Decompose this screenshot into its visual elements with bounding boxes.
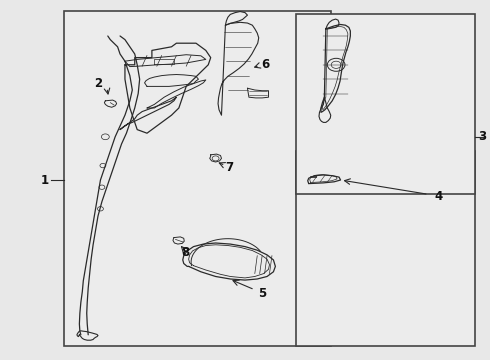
Text: 8: 8 <box>181 246 189 258</box>
Bar <box>296 151 475 346</box>
Text: 3: 3 <box>479 130 487 143</box>
Text: 6: 6 <box>262 58 270 71</box>
Text: 1: 1 <box>41 174 49 186</box>
Text: 7: 7 <box>225 161 233 174</box>
Text: 4: 4 <box>435 190 442 203</box>
Bar <box>64 11 331 346</box>
Text: 5: 5 <box>258 287 266 300</box>
Text: 2: 2 <box>94 77 102 90</box>
Bar <box>296 14 475 194</box>
